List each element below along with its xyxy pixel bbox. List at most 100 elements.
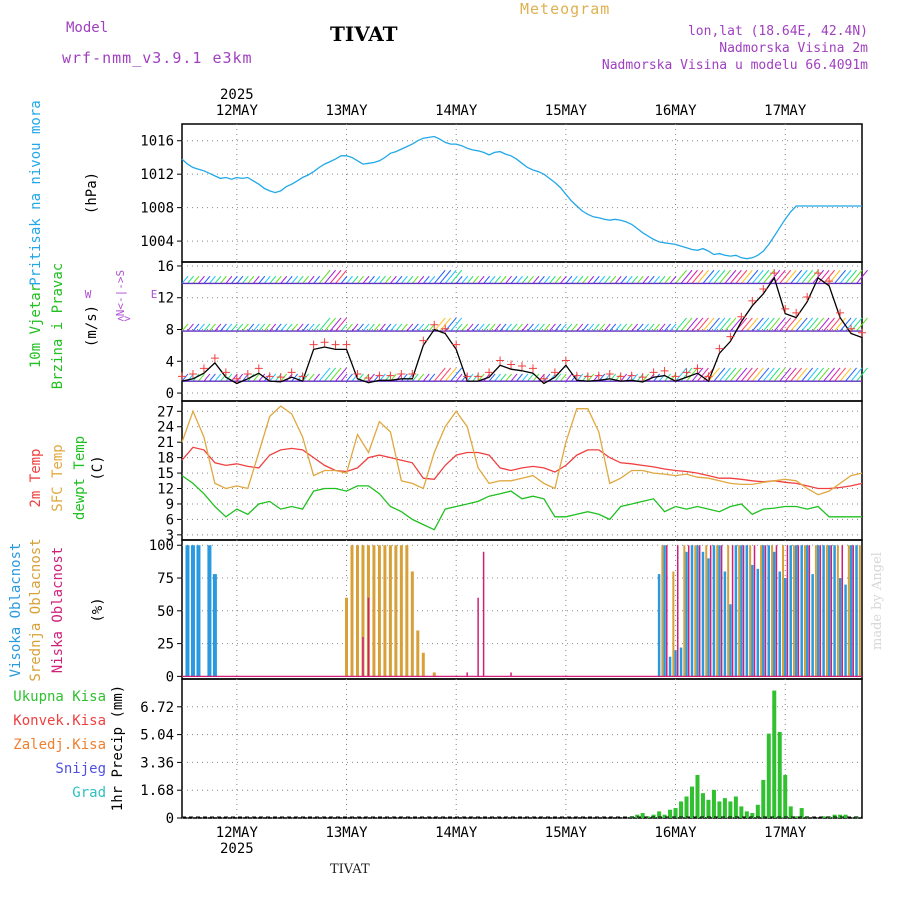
wind-gust-marker (847, 324, 856, 333)
wind-barb (373, 323, 381, 332)
wind-barb (757, 317, 770, 332)
wind-barb (795, 269, 808, 284)
wind-gust-marker (430, 320, 439, 329)
precip-bar (706, 799, 711, 818)
wind-barb (477, 275, 485, 284)
wind-barb (773, 367, 786, 382)
wind-barb (428, 275, 436, 284)
precip-bar (728, 801, 733, 818)
precip-legend-item: Snijeg (55, 761, 106, 777)
wind-barb (664, 275, 671, 284)
wind-barb (455, 323, 463, 332)
wind-barb (384, 275, 392, 284)
wind-barb (450, 269, 463, 284)
wind-barb (252, 323, 260, 332)
cloud-bar (707, 558, 710, 677)
wind-gust-marker (814, 269, 823, 278)
cloud-bar (466, 672, 468, 677)
cloud-bar (738, 545, 741, 677)
wind-barb (521, 323, 529, 332)
sfc-temp-axis-label: SFC Temp (50, 444, 66, 511)
wind-barb (560, 373, 567, 382)
wind-barb (850, 269, 863, 284)
wind-barb (450, 317, 463, 332)
wind-barb (198, 373, 205, 382)
wind-barb (751, 269, 764, 284)
wind-compass-ns: N<-|->S (114, 270, 127, 316)
y-tick-label: 12 (157, 482, 174, 498)
cloud-bar (388, 545, 392, 677)
cloud-bar (789, 545, 792, 677)
model-name: wrf-nmm_v3.9.1 e3km (62, 49, 253, 67)
wind-barb (675, 269, 687, 284)
cloud-bar (657, 574, 661, 677)
cloud-bar (668, 656, 672, 677)
y-tick-label: 15 (157, 466, 174, 482)
y-tick-label: 0 (166, 811, 174, 827)
wind-barb (768, 317, 781, 332)
y-tick-label: 1.68 (140, 783, 174, 799)
precip-bar (772, 690, 777, 818)
station-title: TIVAT (330, 22, 398, 46)
wind-barb (806, 269, 819, 284)
y-tick-label: 6.72 (140, 700, 174, 716)
wind-barb (483, 323, 490, 332)
wind-barb (801, 269, 814, 284)
wind-barb (680, 269, 693, 284)
wind-barb (587, 275, 595, 284)
precip-bar (832, 814, 837, 818)
wind-barb (247, 275, 255, 284)
precip-bar (821, 816, 826, 818)
wind-barb (307, 323, 315, 332)
wind-gust-marker (353, 369, 362, 378)
wind-barb (296, 323, 304, 332)
wind-barb (751, 367, 764, 382)
wind-barb (697, 269, 709, 284)
cloud-bar (822, 545, 825, 677)
cloud-bar (701, 551, 705, 677)
wind-barb (318, 269, 331, 284)
wind-barb (280, 275, 288, 284)
wind-barb (719, 269, 731, 284)
cloud-bar (405, 545, 409, 677)
cloud-bar (811, 574, 814, 677)
wind-barb (417, 275, 425, 284)
precip-legend-item: Konvek.Kisa (13, 713, 106, 729)
cloud-bar (350, 545, 354, 677)
wind-barb (664, 323, 671, 332)
top-day-label: 17MAY (764, 103, 807, 119)
y-tick-label: 24 (157, 420, 174, 436)
wind-barb (225, 323, 233, 332)
wind-barb (230, 323, 238, 332)
cloud-bar (716, 545, 719, 677)
wind-barb (324, 317, 336, 332)
cloud-bar (345, 597, 349, 677)
wind-barb (625, 323, 633, 332)
cloud-bar (185, 545, 190, 677)
precip-bar (717, 801, 722, 818)
cloud-bar (212, 574, 217, 677)
meteogram-label: Meteogram (520, 0, 611, 18)
wind-barb (444, 269, 457, 284)
precip-bar (635, 814, 640, 818)
wind-barb (581, 275, 589, 284)
wind-barb (291, 373, 299, 382)
wind-barb (620, 323, 628, 332)
cloud-bar (190, 545, 195, 677)
cloud-bar (797, 545, 800, 677)
wind-barb (390, 275, 397, 284)
wind-barb (362, 275, 370, 284)
wind-barb (472, 275, 480, 284)
wind-barb (560, 275, 567, 284)
wind-barb (856, 367, 868, 382)
y-tick-label: 21 (157, 435, 174, 451)
wind-gust-marker (188, 369, 197, 378)
wind-barb (505, 275, 512, 284)
wind-barb (576, 275, 584, 284)
cloud-bar (661, 545, 664, 677)
wind-barb (719, 367, 731, 382)
wind-barb (483, 275, 490, 284)
wind-barb (817, 317, 830, 332)
cloud-bar (666, 545, 668, 677)
wind-barb (653, 275, 660, 284)
